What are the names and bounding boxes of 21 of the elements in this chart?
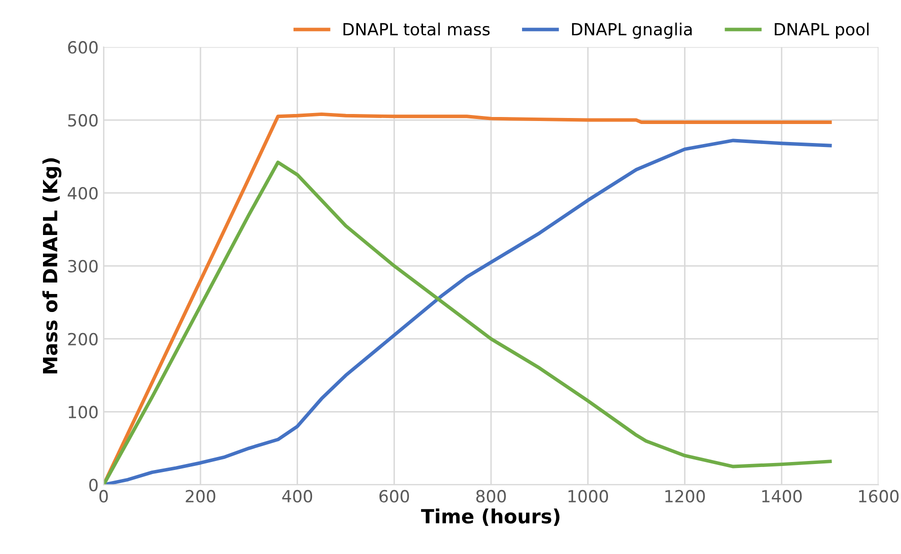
x-axis-title: Time (hours) [421,508,560,526]
x-tick-label: 0 [99,490,108,503]
y-tick-label: 600 [68,41,98,54]
x-tick-label: 400 [282,490,312,503]
legend-label: DNAPL pool [774,22,869,39]
y-axis-title: Mass of DNAPL (Kg) [42,158,62,374]
x-tick-label: 1200 [665,490,705,503]
x-tick-label: 200 [186,490,216,503]
x-tick-label: 1600 [859,490,899,503]
y-tick-label: 400 [68,186,98,200]
y-tick-label: 0 [89,478,98,492]
y-tick-label: 300 [68,260,98,272]
legend-label: DNAPL total mass [344,22,490,36]
x-tick-label: 800 [476,490,506,503]
y-tick-label: 100 [68,406,98,418]
legend-label: DNAPL gnaglia [572,22,692,39]
x-tick-label: 1400 [762,490,802,503]
x-tick-label: 600 [379,490,409,503]
y-tick-label: 200 [68,332,98,346]
y-tick-label: 500 [68,114,98,127]
x-tick-label: 1000 [568,490,608,503]
